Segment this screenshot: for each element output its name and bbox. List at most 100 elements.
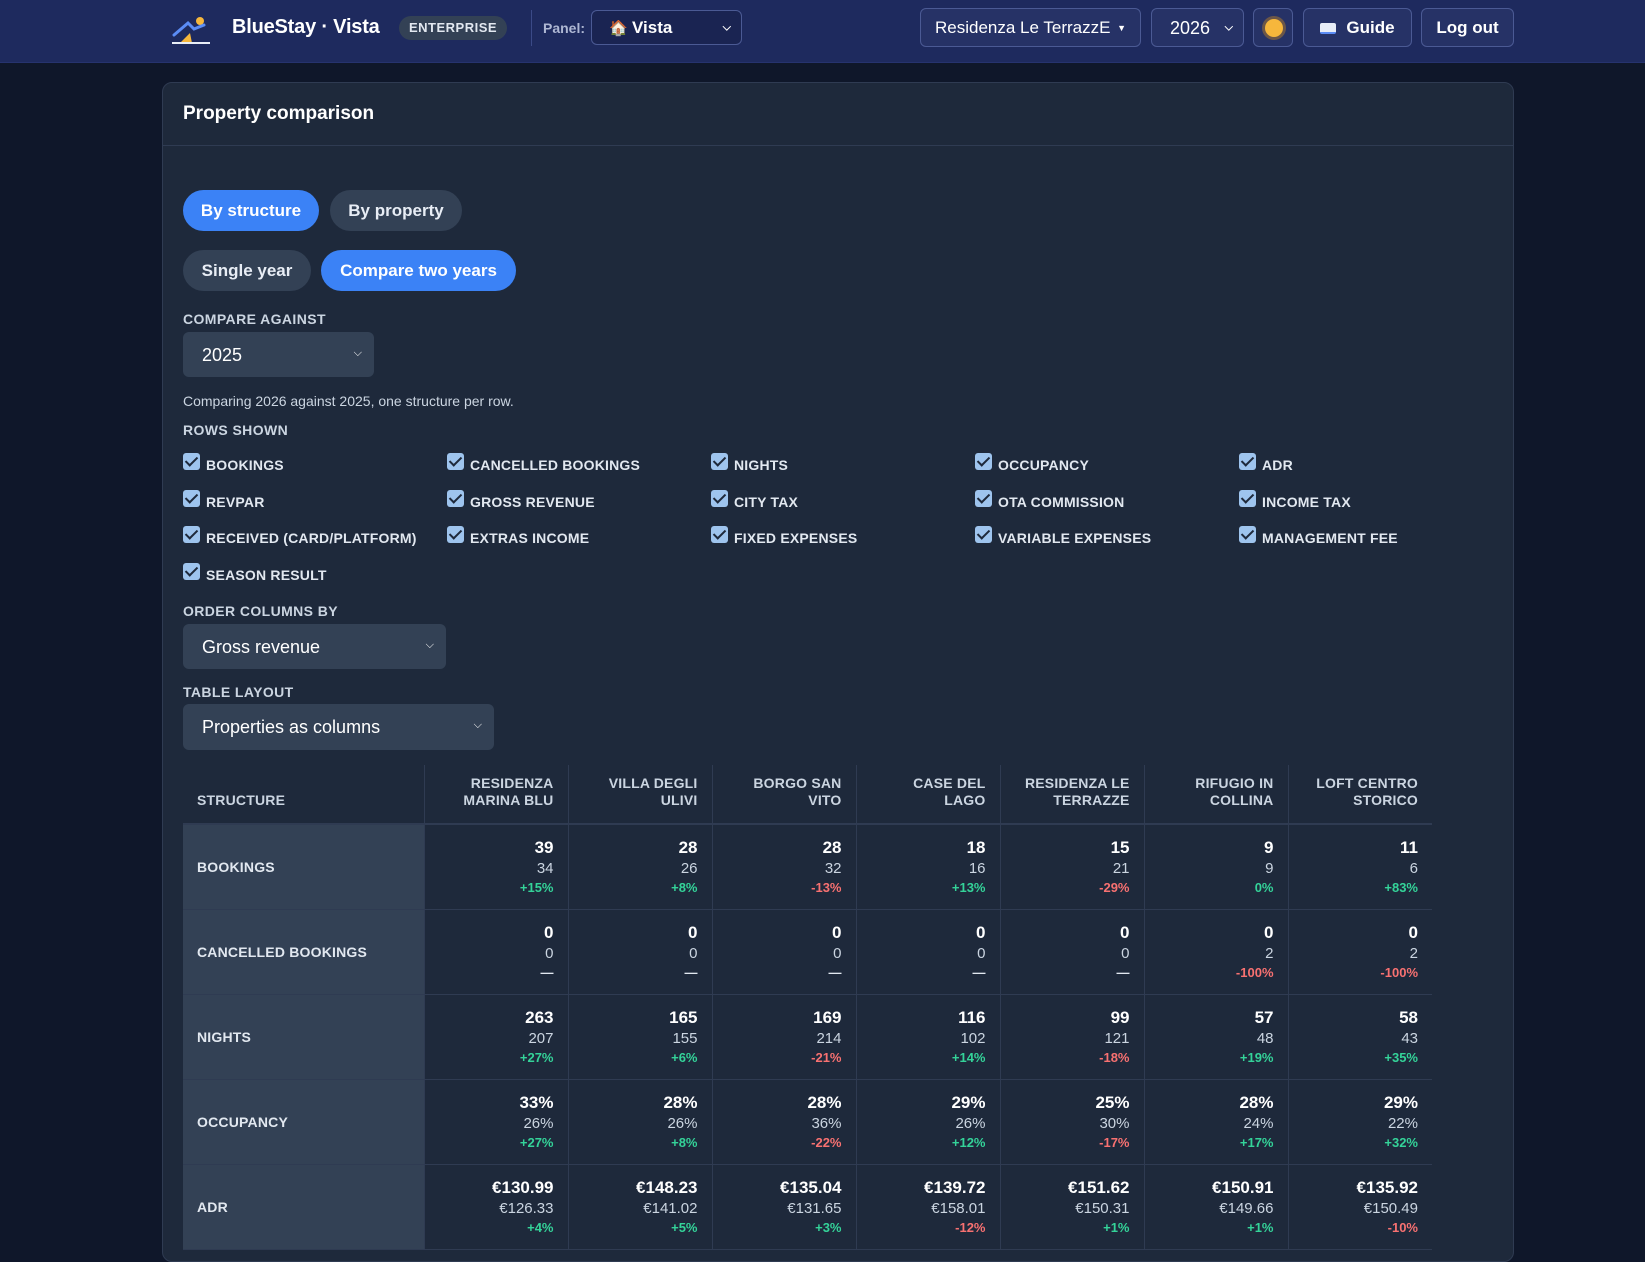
column-header-line: RIFUGIO IN bbox=[1195, 775, 1274, 791]
compare-year-select[interactable]: 2025 ⌵ bbox=[183, 332, 374, 377]
table-cell: 263 207 +27% bbox=[424, 994, 569, 1080]
panel-select[interactable]: 🏠 Vista ⌵ bbox=[591, 10, 742, 45]
column-header-line: RESIDENZA LE bbox=[1024, 775, 1130, 791]
tab-by-property[interactable]: By property bbox=[330, 190, 462, 231]
current-value: 18 bbox=[966, 837, 986, 857]
checkbox-label: OTA COMMISSION bbox=[998, 493, 1125, 510]
table-cell: 169 214 -21% bbox=[712, 994, 857, 1080]
row-toggle-checkbox[interactable]: GROSS REVENUE bbox=[447, 489, 697, 510]
theme-toggle-button[interactable] bbox=[1253, 8, 1293, 47]
panel-label: Panel: bbox=[543, 20, 586, 36]
checkbox-checked-icon[interactable] bbox=[447, 489, 464, 507]
row-toggle-checkbox[interactable]: INCOME TAX bbox=[1239, 489, 1489, 510]
column-header-line: VITO bbox=[808, 792, 842, 808]
delta-value: +27% bbox=[519, 1134, 554, 1150]
row-toggle-checkbox[interactable]: REVPAR bbox=[183, 489, 433, 510]
checkbox-checked-icon[interactable] bbox=[711, 453, 728, 470]
checkbox-label: CITY TAX bbox=[734, 493, 799, 510]
current-value: 15 bbox=[1110, 837, 1130, 857]
row-toggle-checkbox[interactable]: NIGHTS bbox=[711, 453, 961, 473]
column-header-line: VILLA DEGLI bbox=[608, 775, 698, 791]
checkbox-checked-icon[interactable] bbox=[447, 526, 464, 543]
tab-by-structure[interactable]: By structure bbox=[183, 190, 319, 231]
tab-single-year[interactable]: Single year bbox=[183, 250, 311, 291]
delta-value: -100% bbox=[1235, 964, 1274, 980]
row-toggle-checkbox[interactable]: CITY TAX bbox=[711, 489, 961, 510]
delta-value: +3% bbox=[815, 1219, 842, 1235]
checkbox-checked-icon[interactable] bbox=[183, 526, 200, 543]
column-header-property[interactable]: LOFT CENTRO STORICO bbox=[1288, 765, 1432, 825]
delta-value: -12% bbox=[955, 1219, 986, 1235]
checkbox-checked-icon[interactable] bbox=[975, 526, 992, 543]
checkbox-checked-icon[interactable] bbox=[447, 453, 464, 470]
previous-value: 102 bbox=[960, 1029, 986, 1047]
property-select[interactable]: Residenza Le TerrazzE ▼ bbox=[920, 8, 1141, 47]
delta-value: +13% bbox=[951, 879, 986, 895]
checkbox-checked-icon[interactable] bbox=[711, 489, 728, 507]
table-layout-select[interactable]: Properties as columns ⌵ bbox=[183, 704, 494, 750]
row-toggle-checkbox[interactable]: SEASON RESULT bbox=[183, 562, 433, 583]
order-columns-select[interactable]: Gross revenue ⌵ bbox=[183, 624, 446, 669]
checkbox-checked-icon[interactable] bbox=[183, 489, 200, 507]
row-toggle-checkbox[interactable]: BOOKINGS bbox=[183, 453, 433, 473]
delta-value: +4% bbox=[527, 1219, 554, 1235]
delta-value: -100% bbox=[1380, 964, 1418, 980]
column-header-line: RESIDENZA bbox=[470, 775, 554, 791]
current-value: 28% bbox=[1239, 1092, 1274, 1112]
tab-compare-two-years[interactable]: Compare two years bbox=[321, 250, 516, 291]
column-header-property[interactable]: CASE DEL LAGO bbox=[856, 765, 1001, 825]
row-toggle-checkbox[interactable]: MANAGEMENT FEE bbox=[1239, 526, 1489, 546]
delta-value: — bbox=[540, 964, 554, 980]
row-toggle-checkbox[interactable]: OCCUPANCY bbox=[975, 453, 1225, 473]
column-header-property[interactable]: VILLA DEGLI ULIVI bbox=[568, 765, 713, 825]
row-toggle-checkbox[interactable]: RECEIVED (CARD/PLATFORM) bbox=[183, 526, 433, 546]
checkbox-checked-icon[interactable] bbox=[183, 562, 200, 580]
table-cell: 28 26 +8% bbox=[568, 824, 713, 910]
table-cell: 0 2 -100% bbox=[1144, 909, 1289, 995]
table-cell: 116 102 +14% bbox=[856, 994, 1001, 1080]
panel-select-value: Vista bbox=[632, 18, 673, 37]
column-header-property[interactable]: BORGO SAN VITO bbox=[712, 765, 857, 825]
column-header-property[interactable]: RIFUGIO IN COLLINA bbox=[1144, 765, 1289, 825]
delta-value: +17% bbox=[1239, 1134, 1274, 1150]
row-toggle-checkbox[interactable]: EXTRAS INCOME bbox=[447, 526, 697, 546]
checkbox-checked-icon[interactable] bbox=[975, 453, 992, 470]
previous-value: 2 bbox=[1409, 944, 1418, 962]
column-header-property[interactable]: RESIDENZA MARINA BLU bbox=[424, 765, 569, 825]
current-value: 0 bbox=[1120, 922, 1130, 942]
table-cell: 28% 24% +17% bbox=[1144, 1079, 1289, 1165]
table-cell: 11 6 +83% bbox=[1288, 824, 1432, 910]
checkbox-label: INCOME TAX bbox=[1262, 493, 1351, 510]
checkbox-checked-icon[interactable] bbox=[1239, 453, 1256, 470]
table-cell: 28 32 -13% bbox=[712, 824, 857, 910]
checkbox-label: OCCUPANCY bbox=[998, 457, 1089, 473]
row-toggle-checkbox[interactable]: VARIABLE EXPENSES bbox=[975, 526, 1225, 546]
current-value: €151.62 bbox=[1068, 1177, 1130, 1197]
row-toggle-checkbox[interactable]: FIXED EXPENSES bbox=[711, 526, 961, 546]
previous-value: 26 bbox=[680, 859, 698, 877]
current-value: 0 bbox=[976, 922, 986, 942]
checkbox-checked-icon[interactable] bbox=[183, 453, 200, 470]
checkbox-label: BOOKINGS bbox=[206, 457, 284, 473]
logout-button[interactable]: Log out bbox=[1421, 8, 1514, 47]
checkbox-label: GROSS REVENUE bbox=[470, 493, 595, 510]
row-label: NIGHTS bbox=[183, 994, 425, 1080]
checkbox-checked-icon[interactable] bbox=[1239, 526, 1256, 543]
checkbox-checked-icon[interactable] bbox=[1239, 489, 1256, 507]
column-header-line: BORGO SAN bbox=[753, 775, 842, 791]
current-value: 0 bbox=[832, 922, 842, 942]
delta-value: +32% bbox=[1384, 1134, 1418, 1150]
row-toggle-checkbox[interactable]: CANCELLED BOOKINGS bbox=[447, 453, 697, 473]
current-value: 0 bbox=[1408, 922, 1418, 942]
previous-value: 34 bbox=[536, 859, 554, 877]
year-select[interactable]: 2026 ⌵ bbox=[1151, 8, 1244, 47]
table-row: OCCUPANCY 33% 26% +27% 28% 26% +8% 28% 36% -22% 29… bbox=[183, 1079, 1432, 1165]
table-cell: 0 0 — bbox=[712, 909, 857, 995]
checkbox-checked-icon[interactable] bbox=[975, 489, 992, 507]
checkbox-checked-icon[interactable] bbox=[711, 526, 728, 543]
row-toggle-checkbox[interactable]: OTA COMMISSION bbox=[975, 489, 1225, 510]
delta-value: -21% bbox=[811, 1049, 842, 1065]
guide-button[interactable]: Guide bbox=[1303, 8, 1412, 47]
row-toggle-checkbox[interactable]: ADR bbox=[1239, 453, 1489, 473]
column-header-property[interactable]: RESIDENZA LE TERRAZZE bbox=[1000, 765, 1145, 825]
